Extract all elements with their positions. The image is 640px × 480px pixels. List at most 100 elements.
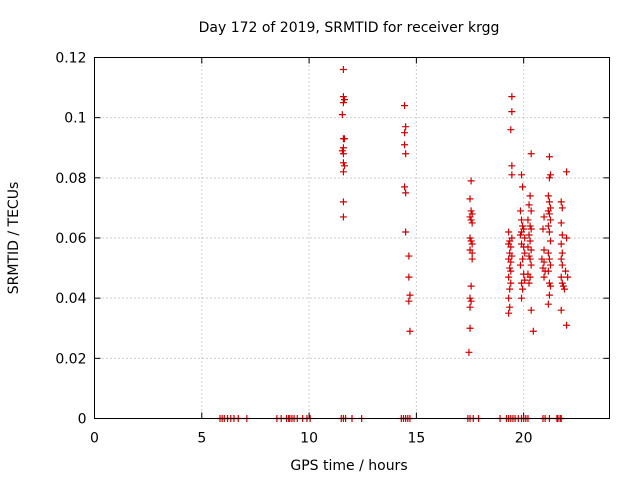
data-point [518, 228, 526, 236]
data-point [545, 255, 553, 263]
data-point [402, 123, 410, 131]
data-point [540, 246, 548, 254]
data-point [339, 66, 347, 74]
data-point [466, 324, 474, 332]
data-point [558, 279, 566, 287]
data-point [546, 282, 554, 290]
data-point [468, 219, 476, 227]
data-point [544, 267, 552, 275]
data-point [527, 225, 535, 233]
data-point [529, 327, 537, 335]
x-tick-label: 15 [407, 431, 425, 447]
data-point [527, 261, 535, 269]
data-point [405, 252, 413, 260]
data-point [526, 192, 534, 200]
data-point [467, 177, 475, 185]
data-point [507, 243, 515, 251]
data-point [525, 201, 533, 209]
data-point [402, 189, 410, 197]
data-point [519, 285, 527, 293]
data-point [401, 102, 409, 110]
data-point [339, 159, 347, 167]
data-point [505, 228, 513, 236]
data-point [506, 237, 514, 245]
data-point [527, 150, 535, 158]
data-point [562, 267, 570, 275]
data-point [558, 261, 566, 269]
data-point [557, 219, 565, 227]
data-point [527, 207, 535, 215]
data-point [518, 216, 526, 224]
data-point [544, 192, 552, 200]
data-point [505, 309, 513, 317]
data-point [508, 171, 516, 179]
y-axis-label: SRMTID / TECUs [6, 182, 22, 295]
data-point [563, 321, 571, 329]
data-point [518, 294, 526, 302]
data-point [339, 168, 347, 176]
y-tick-label: 0.08 [55, 171, 86, 187]
data-point [525, 279, 533, 287]
data-point [540, 258, 548, 266]
data-point [468, 249, 476, 257]
data-point [402, 150, 410, 158]
data-point [544, 207, 552, 215]
x-axis-label: GPS time / hours [290, 458, 407, 474]
data-point [526, 222, 534, 230]
data-point [527, 246, 535, 254]
data-point [526, 237, 534, 245]
chart-title: Day 172 of 2019, SRMTID for receiver krg… [199, 20, 500, 36]
data-point [401, 129, 409, 137]
data-point [540, 213, 548, 221]
data-point [557, 240, 565, 248]
data-point [339, 213, 347, 221]
data-point [525, 252, 533, 260]
data-point [506, 264, 514, 272]
data-point [516, 231, 524, 239]
data-point [405, 297, 413, 305]
data-point [519, 183, 527, 191]
data-point [544, 300, 552, 308]
data-point [467, 282, 475, 290]
data-point [546, 261, 554, 269]
data-point [544, 222, 552, 230]
data-point [406, 291, 414, 299]
data-point [339, 93, 347, 101]
data-point [507, 279, 515, 287]
data-point [557, 306, 565, 314]
data-point [558, 204, 566, 212]
data-point [340, 135, 348, 143]
data-point [524, 243, 532, 251]
x-tick-label: 5 [197, 431, 206, 447]
data-point [563, 168, 571, 176]
data-point [468, 255, 476, 263]
data-point [563, 234, 571, 242]
data-point [340, 162, 348, 170]
data-point [506, 303, 514, 311]
data-point [467, 216, 475, 224]
data-point [545, 174, 553, 182]
y-tick-label: 0.02 [55, 351, 86, 367]
data-point [545, 210, 553, 218]
y-tick-label: 0 [78, 412, 87, 428]
data-point [539, 225, 547, 233]
data-point [519, 255, 527, 263]
data-point [507, 267, 515, 275]
data-point [525, 231, 533, 239]
data-point [339, 144, 347, 152]
data-point [506, 285, 514, 293]
x-tick-label: 10 [300, 431, 318, 447]
data-point [544, 249, 552, 257]
grid-layer [94, 57, 610, 419]
data-point [505, 273, 513, 281]
data-point [401, 141, 409, 149]
data-point [401, 183, 409, 191]
data-point [545, 291, 553, 299]
data-point [507, 258, 515, 266]
data-point [405, 273, 413, 281]
data-point [518, 171, 526, 179]
data-point [557, 255, 565, 263]
data-point [338, 111, 346, 119]
data-point [545, 153, 553, 161]
data-point [467, 297, 475, 305]
